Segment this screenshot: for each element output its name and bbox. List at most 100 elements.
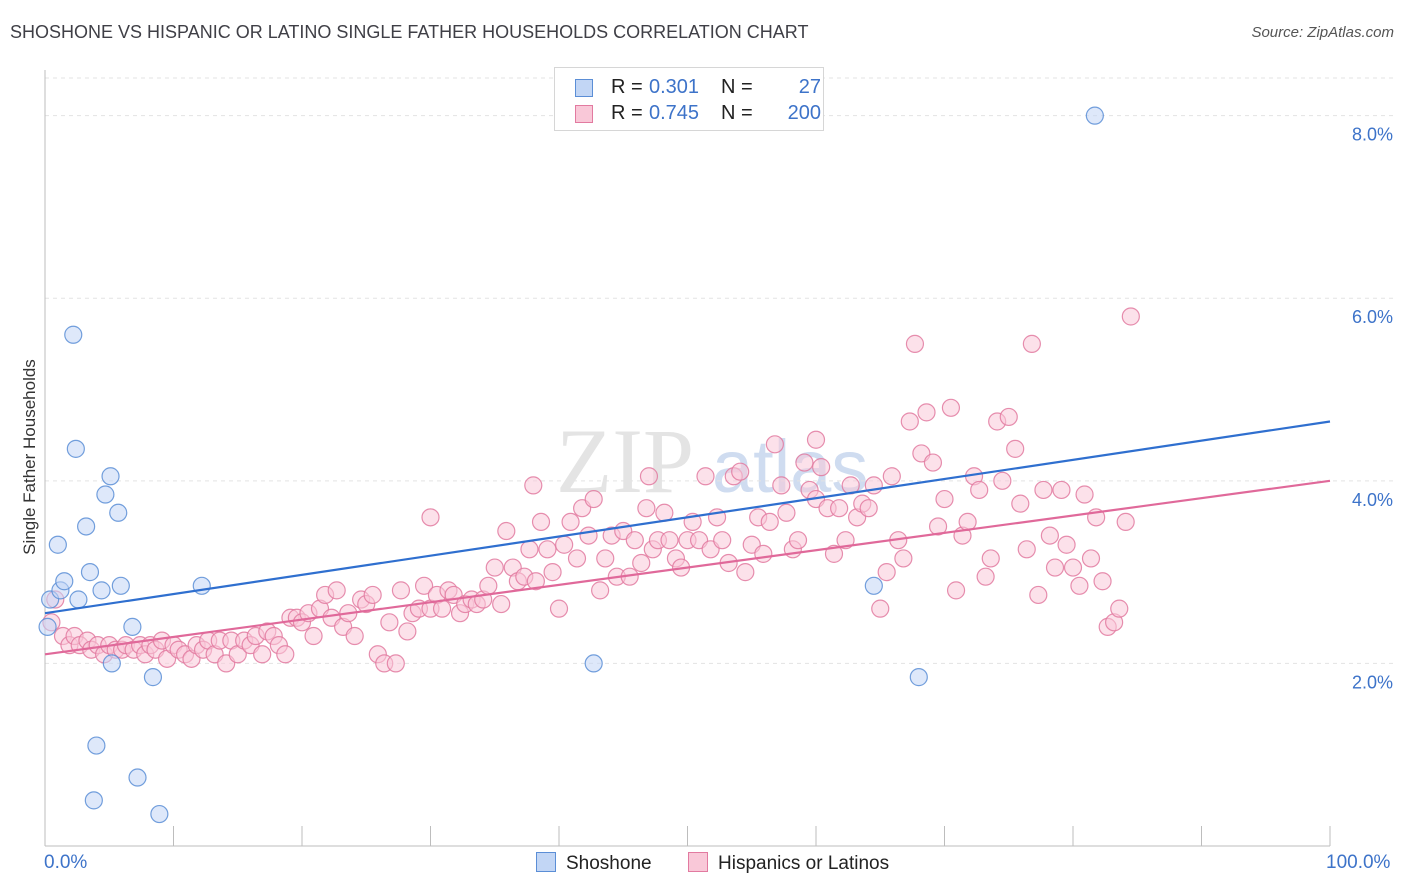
hispanic-point	[871, 599, 890, 618]
hispanic-point	[1017, 540, 1036, 559]
hispanic-point	[928, 517, 948, 536]
shoshone-point	[102, 654, 121, 673]
shoshone-point	[1085, 106, 1104, 125]
chart-title: SHOSHONE VS HISPANIC OR LATINO SINGLE FA…	[10, 22, 809, 42]
hispanic-point	[253, 645, 272, 664]
hispanic-point	[1022, 334, 1041, 353]
hispanic-point	[555, 535, 574, 554]
bottom-legend-label-hispanic: Hispanics or Latinos	[718, 853, 890, 874]
legend-n-label: N =	[721, 102, 753, 124]
hispanic-point	[999, 407, 1018, 427]
shoshone-point	[64, 325, 83, 344]
hispanic-point	[543, 563, 562, 582]
shoshone-point	[111, 576, 130, 595]
shoshone-point	[87, 736, 106, 755]
hispanic-point	[391, 581, 411, 600]
hispanic-point	[660, 531, 679, 550]
legend-swatch-shoshone	[575, 79, 593, 97]
legend-r-label: R =	[611, 76, 643, 98]
hispanic-point	[877, 563, 896, 582]
hispanic-point	[812, 458, 831, 477]
watermark: ZIP atlas	[556, 410, 868, 512]
hispanic-point	[637, 499, 656, 518]
shoshone-point	[101, 467, 120, 486]
hispanic-point	[1029, 585, 1048, 605]
hispanic-point	[1075, 485, 1094, 504]
hispanic-point	[830, 499, 849, 518]
hispanic-point	[923, 453, 943, 472]
hispanic-point	[736, 563, 755, 582]
legend-r-label: R =	[611, 102, 643, 124]
hispanic-point	[579, 526, 598, 545]
hispanic-point	[981, 549, 1000, 568]
hispanic-point	[1045, 558, 1065, 577]
hispanic-point	[1116, 512, 1135, 532]
watermark-zip: ZIP	[556, 410, 694, 512]
hispanic-point	[497, 521, 516, 541]
hispanic-point	[946, 581, 966, 600]
hispanic-point	[304, 626, 323, 646]
hispanic-point	[524, 476, 543, 495]
hispanic-point	[567, 549, 587, 568]
hispanic-point	[713, 531, 732, 550]
hispanic-point	[485, 558, 504, 577]
hispanic-point	[1110, 599, 1129, 618]
legend-n-label: N =	[721, 76, 753, 98]
hispanic-point	[917, 403, 936, 422]
hispanic-point	[561, 512, 580, 532]
bottom-legend-swatch-shoshone	[536, 852, 556, 872]
correlation-legend: R = 0.301 N = 27 R = 0.745 N = 200	[554, 67, 824, 131]
hispanic-point	[1063, 558, 1083, 577]
hispanic-point	[894, 549, 913, 568]
bottom-legend-swatch-hispanic	[688, 852, 708, 872]
hispanic-point	[345, 626, 364, 646]
hispanic-point	[1070, 576, 1089, 595]
hispanic-point	[1052, 480, 1071, 500]
hispanic-point	[625, 531, 644, 550]
hispanic-point	[696, 467, 715, 486]
hispanic-point	[1040, 526, 1059, 545]
hispanic-point	[859, 499, 878, 518]
hispanic-point	[549, 599, 569, 618]
hispanic-point	[970, 480, 989, 500]
hispanic-point	[765, 435, 784, 454]
y-tick-label: 4.0%	[1352, 490, 1393, 510]
hispanic-point	[1057, 535, 1076, 554]
x-axis-min-label: 0.0%	[44, 852, 88, 873]
hispanic-point	[526, 572, 545, 591]
hispanic-point	[1121, 307, 1140, 326]
hispanic-point	[520, 540, 539, 559]
hispanic-point	[777, 503, 796, 522]
shoshone-point	[80, 563, 100, 582]
legend-r-value-shoshone: 0.301	[649, 76, 700, 98]
hispanic-point	[363, 585, 382, 605]
hispanic-trend-line	[44, 479, 1331, 656]
hispanic-point	[639, 467, 659, 486]
hispanic-point	[935, 489, 954, 509]
shoshone-point	[66, 439, 85, 458]
hispanic-point	[882, 467, 901, 486]
hispanic-point	[754, 544, 773, 563]
x-axis-max-label: 100.0%	[1326, 852, 1391, 873]
bottom-legend-hispanic: Hispanics or Latinos	[688, 852, 889, 875]
shoshone-point	[38, 617, 57, 636]
hispanic-point	[276, 645, 295, 664]
shoshone-point	[55, 572, 74, 591]
hispanic-point	[900, 412, 919, 431]
hispanic-point	[655, 503, 674, 522]
y-tick-label: 8.0%	[1352, 125, 1393, 145]
hispanic-point	[432, 599, 452, 618]
hispanic-point	[414, 576, 434, 595]
hispanic-point	[795, 453, 814, 472]
hispanic-point	[993, 471, 1012, 490]
hispanic-point	[421, 508, 440, 527]
hispanic-point	[380, 613, 399, 632]
hispanic-point	[1006, 439, 1025, 458]
shoshone-point	[48, 535, 67, 554]
shoshone-point	[92, 581, 111, 600]
hispanic-point	[538, 540, 557, 559]
shoshone-trend-line	[44, 420, 1331, 615]
shoshone-point	[150, 804, 169, 824]
bottom-legend-shoshone: Shoshone	[536, 852, 652, 875]
